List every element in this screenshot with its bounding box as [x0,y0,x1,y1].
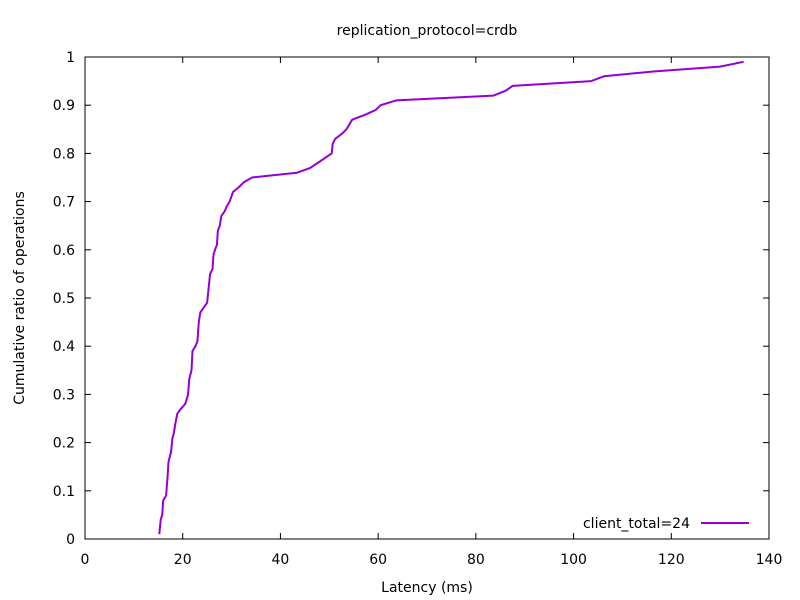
tick-labels: 0 20 40 60 80 100 120 140 0 0.1 0.2 0.3 0.4 0.5 0.6 0.7… [53,50,783,568]
y-tick-label: 0.3 [53,387,75,403]
x-axis-label: Latency (ms) [381,580,473,596]
y-tick-label: 0.6 [53,243,75,259]
x-tick-label: 80 [467,552,485,568]
plot-frame [84,56,770,540]
x-tick-label: 40 [272,552,290,568]
x-tick-label: 20 [174,552,192,568]
x-tick-label: 0 [81,552,90,568]
y-tick-label: 0.1 [53,484,75,500]
y-tick-label: 0 [66,532,75,548]
y-tick-label: 0.5 [53,291,75,307]
x-tick-label: 60 [369,552,387,568]
x-tick-label: 100 [560,552,587,568]
chart-title: replication_protocol=crdb [337,23,518,39]
y-tick-label: 0.9 [53,98,75,114]
series-line [158,60,744,535]
legend: client_total=24 [583,516,749,532]
axis-ticks [84,56,770,540]
y-tick-label: 1 [66,50,75,66]
y-tick-label: 0.8 [53,146,75,162]
x-tick-label: 140 [756,552,783,568]
x-tick-label: 120 [658,552,685,568]
y-tick-label: 0.4 [53,339,75,355]
y-axis-label: Cumulative ratio of operations [12,191,28,405]
y-tick-label: 0.2 [53,436,75,452]
series-lines [158,60,744,535]
legend-label: client_total=24 [583,516,690,532]
y-tick-label: 0.7 [53,195,75,211]
